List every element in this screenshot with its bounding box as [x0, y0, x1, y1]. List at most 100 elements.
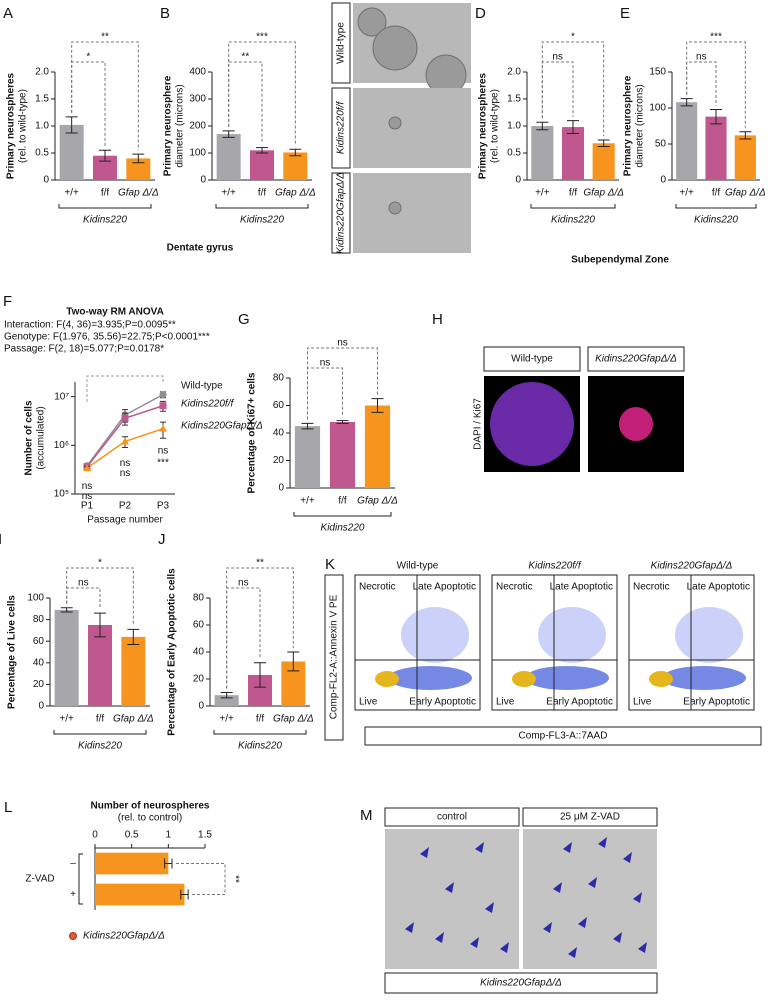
- neurosphere: [388, 201, 402, 215]
- quadrant-line: [492, 575, 617, 710]
- significance-bracket: [307, 347, 378, 420]
- footer-label: Kidins220GfapΔ/Δ: [480, 978, 562, 989]
- y-tick-label: 0: [515, 175, 521, 186]
- bar: [250, 150, 274, 180]
- series-line: [86, 393, 164, 467]
- significance-bracket: [176, 863, 226, 895]
- significance-label: *: [571, 32, 575, 43]
- point: [159, 391, 167, 399]
- column-label: Wild-type: [511, 354, 553, 365]
- y-tick-label: 0.5: [507, 148, 521, 159]
- y-axis-label: Primary neurospheres: [6, 72, 17, 179]
- x-tick-label: +/+: [679, 188, 694, 199]
- quadrant-label: Late Apoptotic: [687, 582, 750, 593]
- x-tick-label: 1.5: [198, 830, 212, 841]
- y-tick-label: 150: [649, 67, 666, 78]
- quadrant-label: Live: [633, 697, 652, 708]
- significance-label: **: [101, 32, 109, 43]
- y-tick-label: 10⁵: [54, 489, 69, 500]
- stats-title: Two-way RM ANOVA: [66, 307, 164, 318]
- bar: [121, 636, 146, 706]
- point: [159, 402, 167, 410]
- plot-title: Kidins220f/f: [528, 561, 581, 572]
- quadrant-label: Early Apoptotic: [409, 697, 476, 708]
- chart-title: Number of neurospheres: [91, 801, 210, 812]
- y-tick-label: 20: [273, 455, 285, 466]
- panel-letter: M: [360, 807, 373, 824]
- bar: [531, 126, 554, 180]
- event-cloud: [525, 666, 609, 690]
- group-bracket: [78, 853, 83, 905]
- y-tick-label: –: [70, 858, 76, 869]
- y-tick-label: 0: [278, 483, 284, 494]
- arrowhead: [633, 892, 642, 903]
- significance-bracket: [66, 587, 101, 610]
- error-bar: [222, 130, 235, 138]
- y-tick-label: 80: [33, 614, 45, 625]
- y-tick-label: 0: [43, 175, 49, 186]
- x-tick-label: f/f: [96, 714, 105, 725]
- header-box: [384, 807, 520, 827]
- x-tick-label: +/+: [219, 714, 234, 725]
- y-tick-label: 10⁷: [54, 391, 69, 402]
- error-bar: [164, 858, 173, 869]
- x-tick-label: P2: [119, 501, 132, 512]
- y-tick-label: 0: [198, 701, 204, 712]
- y-tick-label: 60: [273, 400, 285, 411]
- group-label: Kidins220: [83, 215, 127, 226]
- column-label: Kidins220GfapΔ/Δ: [595, 354, 677, 365]
- stain-label: DAPI / Ki67: [473, 398, 484, 450]
- error-bar: [256, 147, 268, 154]
- y-tick-label: +: [70, 889, 76, 900]
- error-bar: [254, 662, 266, 688]
- neurosphere: [357, 7, 387, 37]
- error-bar: [536, 121, 549, 131]
- y-tick-label: 20: [33, 679, 45, 690]
- bar: [294, 426, 321, 488]
- legend-label: Kidins220GfapΔ/Δ: [181, 421, 263, 432]
- bar: [95, 883, 185, 906]
- y-axis-label: Primary neurosphere: [623, 75, 634, 176]
- y-tick-label: 0: [200, 175, 206, 186]
- arrowhead: [623, 852, 632, 863]
- bar: [705, 116, 727, 180]
- cell-cluster: [619, 407, 653, 441]
- bar: [734, 135, 756, 180]
- point: [83, 464, 91, 472]
- significance-bracket: [541, 61, 574, 119]
- y-tick-label: 200: [189, 121, 206, 132]
- event-cloud: [649, 671, 673, 687]
- significance-bracket: [686, 41, 746, 128]
- significance-bracket: [307, 367, 343, 420]
- x-axis-label: Comp-FL3-A::7AAD: [519, 731, 608, 742]
- quadrant-line: [355, 575, 480, 710]
- group-bracket: [215, 204, 309, 209]
- significance-label: ns: [238, 578, 249, 589]
- point: [159, 424, 167, 432]
- significance-bracket: [541, 41, 605, 137]
- column-label: control: [437, 812, 467, 823]
- micrograph: [353, 88, 471, 168]
- error-bar: [94, 612, 106, 638]
- arrowhead: [435, 932, 444, 943]
- significance-bracket: [228, 41, 296, 146]
- quadrant-label: Early Apoptotic: [683, 697, 750, 708]
- x-tick-label: f/f: [101, 188, 110, 199]
- y-tick-label: 2.0: [35, 67, 49, 78]
- x-tick-label: Gfap Δ/Δ: [113, 714, 154, 725]
- arrowhead: [553, 882, 562, 893]
- y-tick-label: 60: [193, 620, 205, 631]
- quadrant-label: Late Apoptotic: [550, 582, 613, 593]
- y-tick-label: 60: [33, 636, 45, 647]
- group-bracket: [58, 204, 152, 209]
- arrowhead: [613, 932, 622, 943]
- x-tick-label: f/f: [712, 188, 721, 199]
- y-tick-label: 1.5: [507, 94, 521, 105]
- column-label: 25 μM Z-VAD: [560, 812, 620, 823]
- panel-letter: I: [0, 531, 2, 548]
- event-cloud: [401, 607, 469, 663]
- y-tick-label: 40: [273, 428, 285, 439]
- y-axis-label: (rel. to wild-type): [490, 89, 501, 163]
- error-bar: [132, 153, 145, 164]
